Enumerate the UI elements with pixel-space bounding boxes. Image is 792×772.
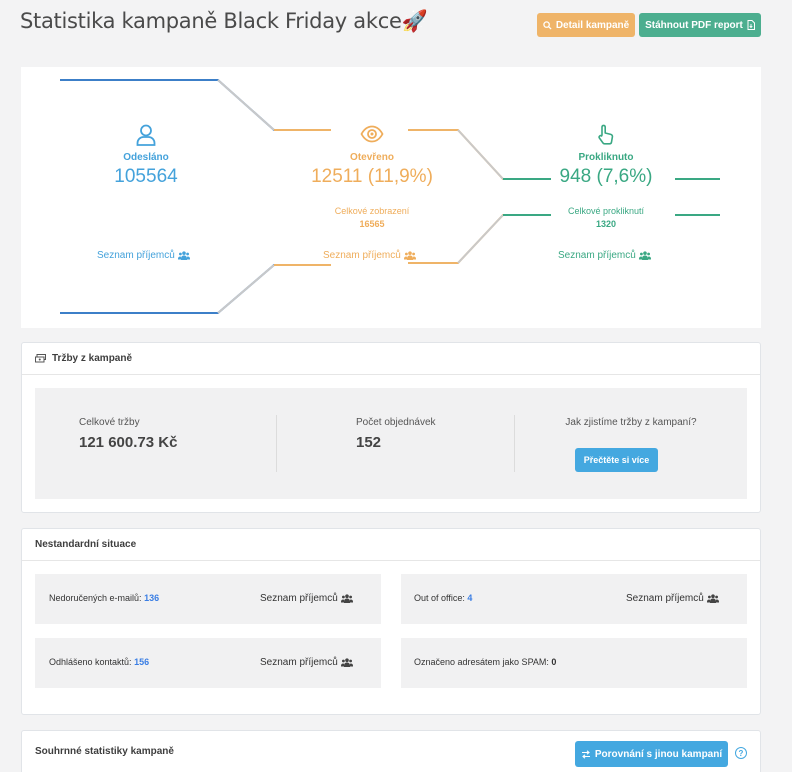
revenue-title: Tržby z kampaně: [52, 353, 133, 364]
sent-recipients-label: Seznam příjemců: [97, 250, 175, 261]
summary-card: Souhrnné statistiky kampaně Porovnání s …: [21, 730, 761, 772]
spam-value: 0: [551, 657, 557, 667]
sent-value: 105564: [114, 166, 178, 187]
file-download-icon: [747, 20, 755, 30]
stage-sent: Odesláno 105564: [87, 124, 205, 188]
out-of-office-text: Out of office: 4: [414, 593, 472, 603]
read-more-button[interactable]: Přečtěte si více: [575, 448, 658, 472]
opened-total-views-value: 16565: [359, 219, 385, 229]
undelivered-recipients-link[interactable]: Seznam příjemců: [260, 593, 353, 604]
compare-campaign-label: Porovnání s jinou kampaní: [594, 748, 723, 760]
undelivered-text: Nedoručených e-mailů: 136: [49, 593, 159, 603]
users-icon: [340, 594, 353, 603]
situations-title: Nestandardní situace: [35, 539, 137, 550]
page-title: Statistika kampaně Black Friday akce🚀: [20, 9, 428, 33]
divider: [514, 415, 515, 472]
unsubscribed-label: Odhlášeno kontaktů:: [49, 657, 132, 667]
situations-card-header: Nestandardní situace: [22, 529, 760, 561]
detail-campaign-label: Detail kampaně: [555, 19, 630, 31]
unsubscribed-recipients-label: Seznam příjemců: [260, 657, 338, 668]
out-of-office-box: Out of office: 4 Seznam příjemců: [401, 574, 747, 624]
help-icon[interactable]: ?: [735, 747, 747, 759]
unsubscribed-value: 156: [134, 657, 150, 667]
clicked-recipients-label: Seznam příjemců: [558, 250, 636, 261]
sent-recipients-link[interactable]: Seznam příjemců: [97, 250, 190, 261]
eye-icon: [360, 125, 384, 143]
revenue-card-header: Tržby z kampaně: [22, 343, 760, 375]
revenue-card: Tržby z kampaně Celkové tržby 121 600.73…: [21, 342, 761, 513]
download-pdf-button[interactable]: Stáhnout PDF report: [639, 13, 761, 37]
users-icon: [177, 251, 190, 260]
money-icon: [35, 354, 46, 363]
stage-opened: Otevřeno 12511 (11,9%): [292, 124, 452, 188]
search-icon: [543, 20, 552, 30]
opened-total-views-label: Celkové zobrazení: [334, 206, 410, 216]
users-icon: [403, 251, 416, 260]
order-count-label: Počet objednávek: [356, 417, 436, 428]
unsubscribed-box: Odhlášeno kontaktů: 156 Seznam příjemců: [35, 638, 381, 688]
divider: [276, 415, 277, 472]
undelivered-label: Nedoručených e-mailů:: [49, 593, 142, 603]
download-pdf-label: Stáhnout PDF report: [645, 19, 743, 31]
pointer-hand-icon: [598, 124, 614, 145]
order-count-value: 152: [356, 434, 382, 451]
swap-arrows-icon: [581, 749, 590, 759]
total-revenue-value: 121 600.73 Kč: [79, 434, 178, 451]
clicked-total-clicks-label: Celkové prokliknutí: [567, 206, 645, 216]
unsubscribed-recipients-link[interactable]: Seznam příjemců: [260, 657, 353, 668]
out-of-office-value: 4: [467, 593, 473, 603]
clicked-value: 948 (7,6%): [559, 166, 653, 187]
undelivered-box: Nedoručených e-mailů: 136 Seznam příjemc…: [35, 574, 381, 624]
users-icon: [706, 594, 719, 603]
spam-text: Označeno adresátem jako SPAM: 0: [414, 657, 556, 667]
revenue-stats-box: Celkové tržby 121 600.73 Kč Počet objedn…: [35, 388, 747, 499]
opened-recipients-label: Seznam příjemců: [323, 250, 401, 261]
opened-label: Otevřeno: [350, 152, 394, 163]
spam-box: Označeno adresátem jako SPAM: 0: [401, 638, 747, 688]
stage-clicked: Prokliknuto 948 (7,6%): [546, 124, 666, 188]
opened-value: 12511 (11,9%): [311, 166, 433, 187]
out-of-office-recipients-label: Seznam příjemců: [626, 593, 704, 604]
users-icon: [340, 658, 353, 667]
spam-label: Označeno adresátem jako SPAM:: [414, 657, 549, 667]
funnel-connector-lines: [60, 79, 720, 314]
clicked-label: Prokliknuto: [578, 152, 634, 163]
compare-campaign-button[interactable]: Porovnání s jinou kampaní: [575, 741, 728, 767]
unsubscribed-text: Odhlášeno kontaktů: 156: [49, 657, 149, 667]
summary-title: Souhrnné statistiky kampaně: [35, 746, 174, 757]
sent-label: Odesláno: [123, 152, 169, 163]
funnel-panel: Odesláno 105564 Seznam příjemců Otevřeno…: [21, 67, 761, 328]
undelivered-value: 136: [144, 593, 160, 603]
revenue-howto-label: Jak zjistíme tržby z kampaní?: [565, 417, 697, 428]
out-of-office-recipients-link[interactable]: Seznam příjemců: [626, 593, 719, 604]
situations-card: Nestandardní situace Nedoručených e-mail…: [21, 528, 761, 715]
undelivered-recipients-label: Seznam příjemců: [260, 593, 338, 604]
detail-campaign-button[interactable]: Detail kampaně: [537, 13, 635, 37]
clicked-recipients-link[interactable]: Seznam příjemců: [558, 250, 651, 261]
user-icon: [136, 124, 156, 146]
out-of-office-label: Out of office:: [414, 593, 465, 603]
total-revenue-label: Celkové tržby: [79, 417, 140, 428]
total-revenue: Celkové tržby 121 600.73 Kč: [79, 417, 177, 451]
opened-recipients-link[interactable]: Seznam příjemců: [323, 250, 416, 261]
order-count: Počet objednávek 152: [356, 417, 436, 451]
clicked-total-clicks-value: 1320: [595, 219, 617, 229]
users-icon: [638, 251, 651, 260]
